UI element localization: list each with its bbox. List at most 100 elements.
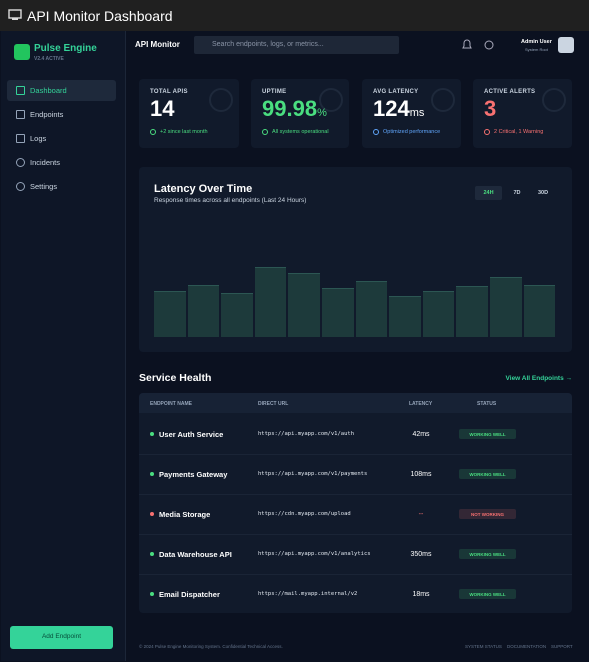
endpoint-url: https://api.myapp.com/v1/analytics	[258, 551, 371, 557]
stat-icon	[319, 88, 343, 112]
stat-value: 3	[484, 96, 497, 121]
endpoint-name: Media Storage	[159, 510, 211, 519]
brand: Pulse Engine	[34, 43, 97, 54]
range-button[interactable]	[475, 186, 502, 200]
row-divider	[139, 574, 572, 575]
table-panel	[139, 393, 572, 613]
user-role: System Root	[525, 47, 548, 52]
nav-label: Logs	[30, 134, 47, 143]
endpoint-url: https://api.myapp.com/v1/payments	[258, 471, 368, 477]
stat-value: 99.98%	[262, 96, 327, 121]
stat-label: AVG LATENCY	[373, 89, 419, 95]
stat-icon	[209, 88, 233, 112]
latency-bar	[389, 296, 421, 337]
nav-label: Incidents	[30, 158, 61, 167]
user-name: Admin User	[521, 39, 552, 45]
column-header: LATENCY	[409, 401, 433, 407]
range-label: 24H	[483, 190, 494, 196]
add-endpoint-button[interactable]	[10, 626, 113, 649]
status-dot	[150, 512, 154, 516]
search-box[interactable]	[194, 36, 399, 54]
row-divider	[139, 454, 572, 455]
stat-unit: %	[317, 107, 327, 119]
status-badge	[459, 429, 516, 439]
window-icon	[8, 9, 22, 20]
button-label: Add Endpoint	[41, 633, 82, 640]
latency-bar	[456, 286, 488, 337]
table-header-bg	[139, 393, 572, 413]
nav-icon	[16, 110, 25, 119]
stat-note-icon	[484, 129, 490, 135]
column-header: ENDPOINT NAME	[150, 401, 192, 407]
stat-label: TOTAL APIS	[150, 89, 188, 95]
row-divider	[139, 534, 572, 535]
latency-bar	[254, 267, 287, 337]
range-label: 7D	[513, 190, 521, 196]
chart-subtitle: Response times across all endpoints (Las…	[154, 197, 307, 204]
latency-bar	[187, 285, 220, 337]
stat-label: ACTIVE ALERTS	[484, 89, 536, 95]
status-badge	[459, 589, 516, 599]
nav-icon	[16, 86, 25, 95]
status-dot	[150, 472, 154, 476]
search-placeholder: Search endpoints, logs, or metrics...	[212, 41, 324, 48]
stat-label: UPTIME	[262, 89, 287, 95]
stat-icon	[542, 88, 566, 112]
endpoint-name: Data Warehouse API	[159, 550, 232, 559]
endpoint-url: https://mail.myapp.internal/v2	[258, 591, 358, 597]
status-badge	[459, 509, 516, 519]
latency-bar	[490, 277, 522, 337]
status-dot	[150, 552, 154, 556]
stat-value: 124ms	[373, 96, 425, 121]
footer-link[interactable]: SUPPORT	[551, 644, 573, 649]
stat-unit: ms	[409, 107, 425, 119]
title-bar	[0, 0, 589, 31]
stat-note-icon	[373, 129, 379, 135]
status-dot	[150, 592, 154, 596]
endpoint-latency: --	[418, 511, 424, 518]
endpoint-name: Email Dispatcher	[159, 590, 220, 599]
avatar	[558, 37, 574, 53]
stat-note-icon	[262, 129, 268, 135]
chart-title: Latency Over Time	[154, 183, 253, 195]
copyright: © 2024 Pulse Engine Monitoring System. C…	[139, 644, 283, 649]
footer-link[interactable]: DOCUMENTATION	[507, 644, 547, 649]
nav-label: Dashboard	[30, 86, 67, 95]
range-label: 30D	[537, 190, 549, 196]
latency-bar	[221, 293, 253, 337]
status-label: WORKING WELL	[469, 432, 506, 437]
status-label: WORKING WELL	[469, 592, 506, 597]
nav-icon	[16, 182, 25, 191]
footer-link[interactable]: SYSTEM STATUS	[465, 644, 502, 649]
version: V2.4 ACTIVE	[34, 56, 64, 62]
status-badge	[459, 469, 516, 479]
nav-item[interactable]	[7, 80, 116, 101]
status-dot	[150, 432, 154, 436]
status-label: WORKING WELL	[469, 552, 506, 557]
stat-note: Optimized performance	[383, 129, 441, 135]
column-header: DIRECT URL	[258, 401, 289, 407]
stat-note: 2 Critical, 1 Warning	[494, 129, 544, 135]
nav-label: Endpoints	[30, 110, 64, 119]
section-title: Service Health	[139, 372, 212, 384]
status-label: WORKING WELL	[469, 472, 506, 477]
endpoint-latency: 350ms	[410, 551, 432, 558]
stat-note: All systems operational	[272, 129, 329, 135]
stat-note-icon	[150, 129, 156, 135]
nav-icon	[16, 134, 25, 143]
endpoint-url: https://cdn.myapp.com/upload	[258, 511, 351, 517]
latency-bar	[288, 273, 320, 337]
stat-value: 14	[150, 96, 175, 121]
endpoint-latency: 108ms	[410, 471, 432, 478]
view-all-link[interactable]: View All Endpoints →	[505, 375, 572, 382]
latency-bar	[322, 288, 354, 337]
column-header: STATUS	[477, 401, 497, 407]
status-label: NOT WORKING	[471, 512, 504, 517]
latency-bar	[154, 291, 186, 337]
stat-icon	[431, 88, 455, 112]
endpoint-url: https://api.myapp.com/v1/auth	[258, 431, 355, 437]
header-title: API Monitor	[135, 40, 180, 49]
row-divider	[139, 494, 572, 495]
endpoint-latency: 18ms	[412, 591, 430, 598]
